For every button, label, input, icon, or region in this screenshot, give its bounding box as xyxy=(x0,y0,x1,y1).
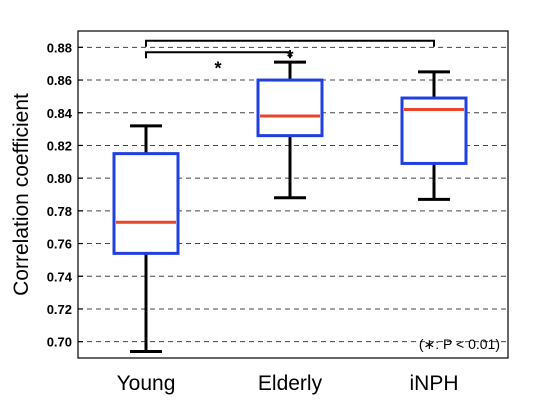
iqr-box xyxy=(400,96,468,165)
x-label-elderly: Elderly xyxy=(258,372,323,395)
bracket-line xyxy=(145,51,291,59)
y-axis-ticks: 0.70 0.72 0.74 0.76 0.78 0.80 0.82 0.84 0.86 0.88 xyxy=(47,40,83,350)
significance-star: * xyxy=(214,58,221,78)
iqr-box xyxy=(112,152,180,255)
significance-note: (∗: P < 0.01) xyxy=(419,336,500,352)
iqr-box xyxy=(256,78,324,138)
box-inph xyxy=(400,70,468,201)
y-tick-label: 0.72 xyxy=(47,302,72,317)
bracket-line xyxy=(145,39,435,47)
significance-bracket: * xyxy=(145,51,291,78)
significance-bracket: * xyxy=(145,39,435,67)
plot-frame xyxy=(77,30,509,359)
significance-star: * xyxy=(286,47,293,67)
boxes xyxy=(112,60,468,353)
x-axis-labels: Young Elderly iNPH xyxy=(117,372,459,395)
y-tick-label: 0.78 xyxy=(47,204,72,219)
x-label-young: Young xyxy=(117,372,176,395)
y-tick-label: 0.88 xyxy=(47,40,72,55)
significance-note-text: (∗: P < 0.01) xyxy=(419,336,500,352)
box-elderly xyxy=(256,60,324,200)
y-tick-label: 0.82 xyxy=(47,138,72,153)
x-label-inph: iNPH xyxy=(409,372,458,395)
y-axis-title: Correlation coefficient xyxy=(10,93,33,296)
y-tick-label: 0.80 xyxy=(47,171,72,186)
y-tick-label: 0.74 xyxy=(47,269,73,284)
significance-brackets: ** xyxy=(145,39,435,78)
box-young xyxy=(112,124,180,353)
y-tick-label: 0.86 xyxy=(47,73,72,88)
y-tick-label: 0.70 xyxy=(47,335,72,350)
y-tick-label: 0.84 xyxy=(47,106,73,121)
y-tick-label: 0.76 xyxy=(47,237,72,252)
